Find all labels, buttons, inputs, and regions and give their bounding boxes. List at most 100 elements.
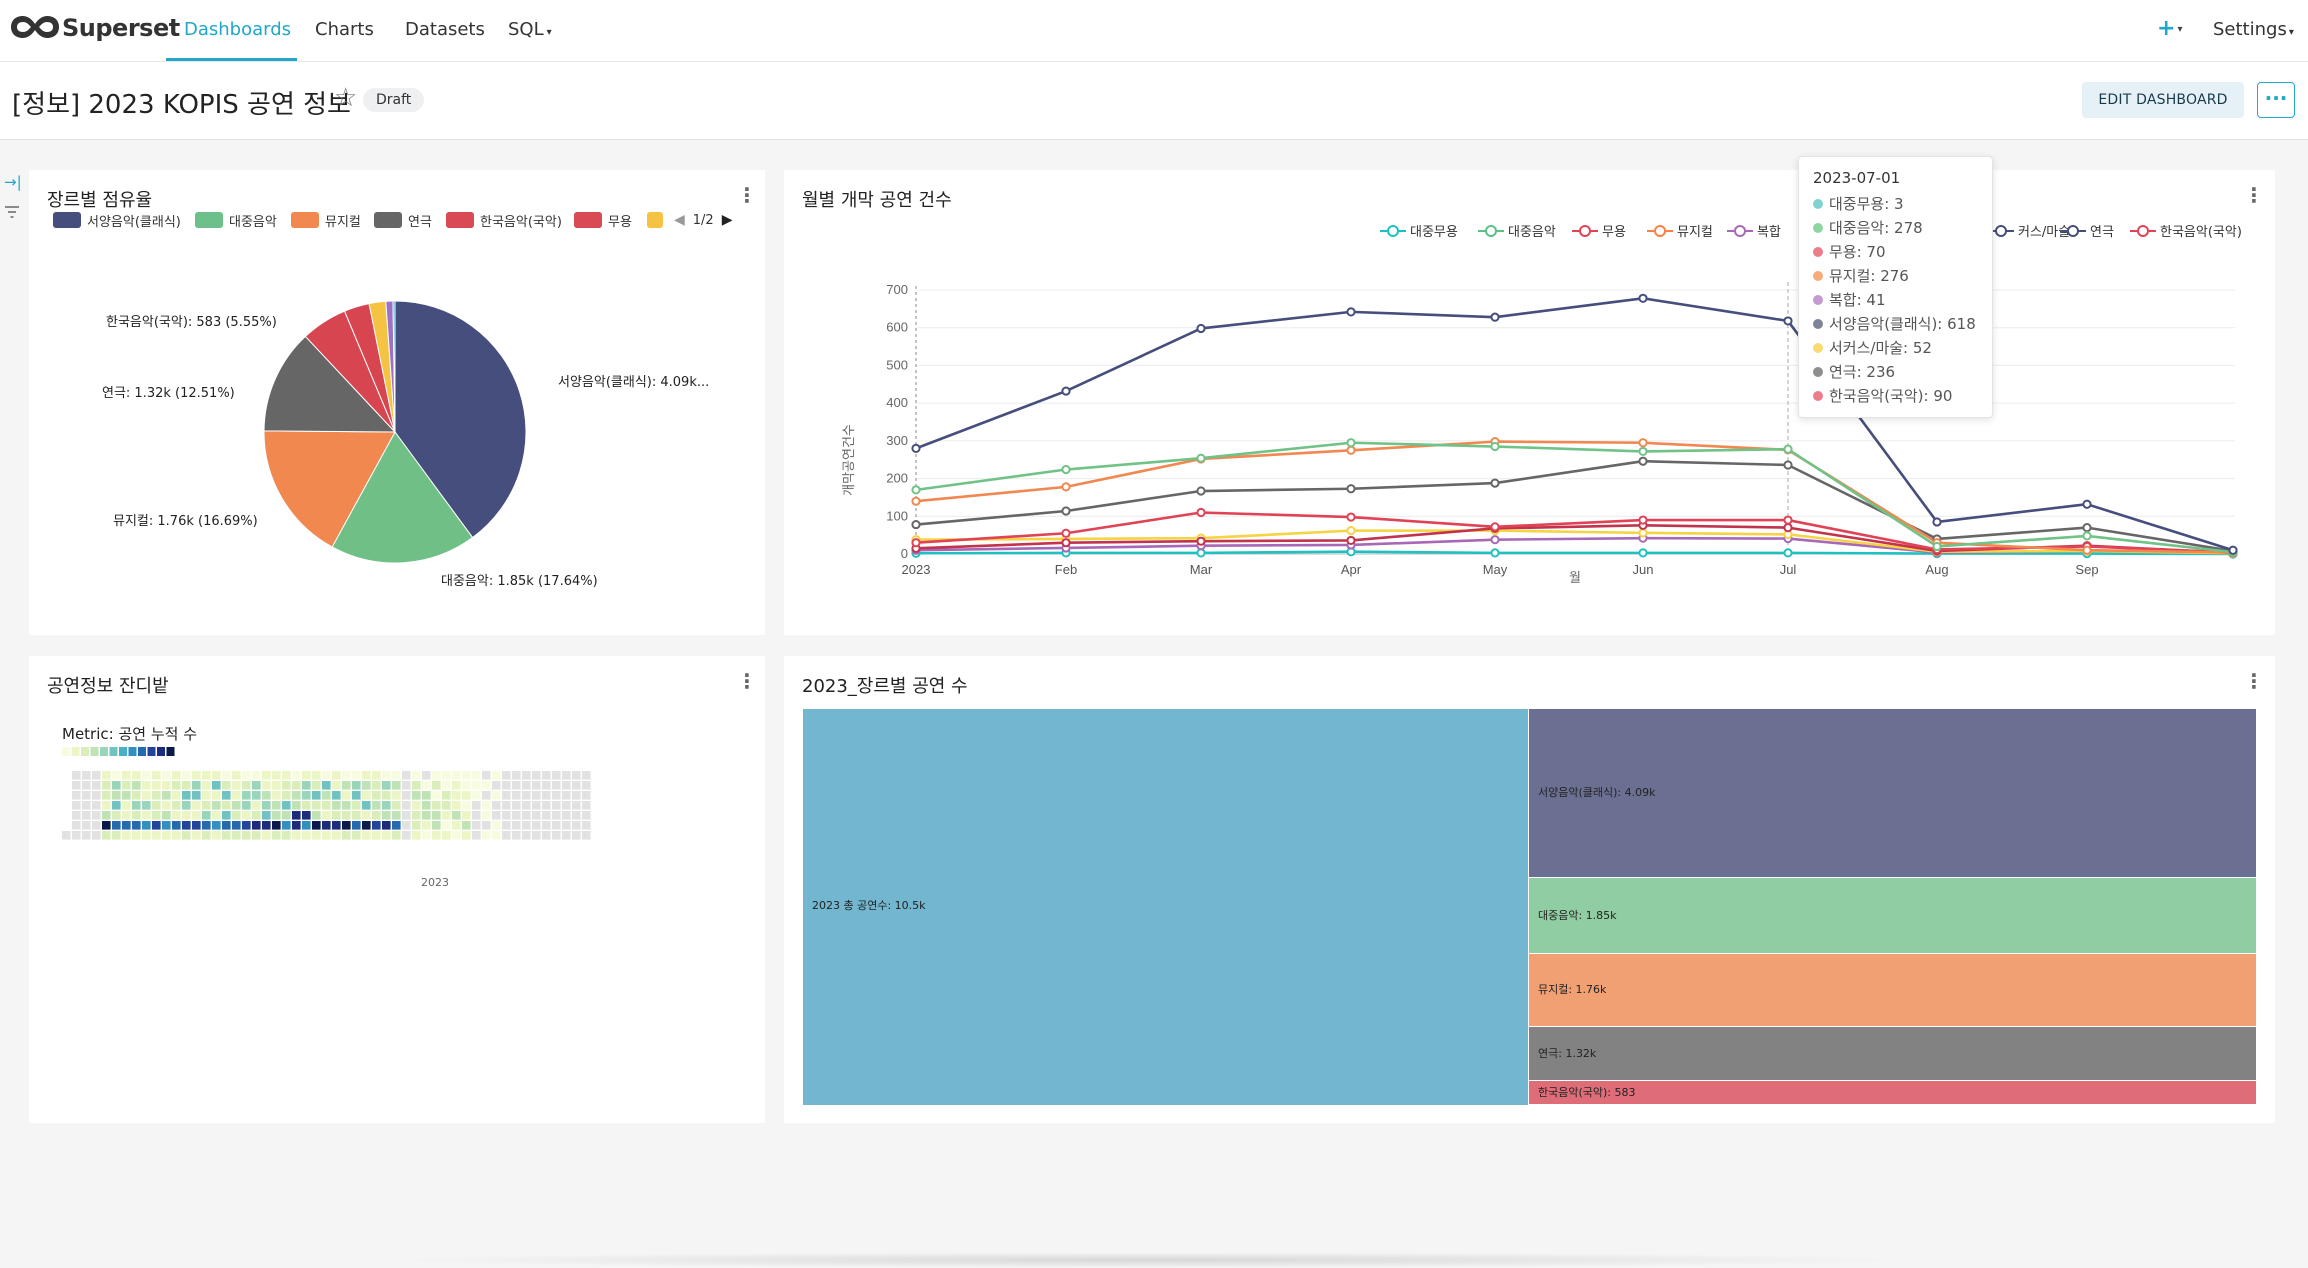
day-cell[interactable] bbox=[542, 781, 551, 790]
day-cell[interactable] bbox=[282, 771, 291, 780]
day-cell[interactable] bbox=[552, 811, 561, 820]
day-cell[interactable] bbox=[512, 811, 521, 820]
day-cell[interactable] bbox=[382, 781, 391, 790]
day-cell[interactable] bbox=[532, 771, 541, 780]
day-cell[interactable] bbox=[552, 831, 561, 840]
day-cell[interactable] bbox=[72, 811, 81, 820]
day-cell[interactable] bbox=[202, 821, 211, 830]
day-cell[interactable] bbox=[92, 811, 101, 820]
day-cell[interactable] bbox=[222, 781, 231, 790]
legend-item[interactable]: 한국음악(국악) bbox=[2130, 221, 2242, 240]
day-cell[interactable] bbox=[112, 771, 121, 780]
data-point[interactable] bbox=[1783, 444, 1793, 454]
day-cell[interactable] bbox=[92, 831, 101, 840]
data-point[interactable] bbox=[1346, 512, 1356, 522]
legend-item[interactable]: 뮤지컬 bbox=[1647, 221, 1713, 240]
data-point[interactable] bbox=[911, 519, 921, 530]
data-point[interactable] bbox=[1061, 528, 1071, 538]
day-cell[interactable] bbox=[212, 831, 221, 840]
day-cell[interactable] bbox=[442, 791, 451, 800]
day-cell[interactable] bbox=[322, 801, 331, 810]
day-cell[interactable] bbox=[162, 791, 171, 800]
day-cell[interactable] bbox=[352, 791, 361, 800]
day-cell[interactable] bbox=[152, 831, 161, 840]
day-cell[interactable] bbox=[142, 771, 151, 780]
day-cell[interactable] bbox=[282, 831, 291, 840]
data-point[interactable] bbox=[1490, 478, 1500, 488]
day-cell[interactable] bbox=[452, 801, 461, 810]
day-cell[interactable] bbox=[312, 831, 321, 840]
day-cell[interactable] bbox=[412, 781, 421, 790]
day-cell[interactable] bbox=[452, 811, 461, 820]
day-cell[interactable] bbox=[72, 821, 81, 830]
day-cell[interactable] bbox=[452, 791, 461, 800]
day-cell[interactable] bbox=[232, 831, 241, 840]
legend-item[interactable]: 뮤지컬 bbox=[291, 211, 361, 230]
day-cell[interactable] bbox=[532, 801, 541, 810]
day-cell[interactable] bbox=[172, 831, 181, 840]
day-cell[interactable] bbox=[482, 831, 491, 840]
data-point[interactable] bbox=[1346, 535, 1356, 546]
series-line[interactable] bbox=[915, 459, 2234, 553]
day-cell[interactable] bbox=[142, 831, 151, 840]
day-cell[interactable] bbox=[422, 791, 431, 800]
day-cell[interactable] bbox=[122, 831, 131, 840]
day-cell[interactable] bbox=[412, 791, 421, 800]
day-cell[interactable] bbox=[352, 811, 361, 820]
day-cell[interactable] bbox=[232, 811, 241, 820]
day-cell[interactable] bbox=[422, 821, 431, 830]
data-point[interactable] bbox=[1783, 548, 1793, 558]
day-cell[interactable] bbox=[212, 801, 221, 810]
day-cell[interactable] bbox=[412, 801, 421, 810]
day-cell[interactable] bbox=[352, 821, 361, 830]
day-cell[interactable] bbox=[302, 801, 311, 810]
series-line[interactable] bbox=[915, 511, 2234, 554]
day-cell[interactable] bbox=[512, 781, 521, 790]
day-cell[interactable] bbox=[352, 781, 361, 790]
data-point[interactable] bbox=[1490, 522, 1500, 532]
day-cell[interactable] bbox=[282, 791, 291, 800]
day-cell[interactable] bbox=[162, 811, 171, 820]
day-cell[interactable] bbox=[232, 771, 241, 780]
day-cell[interactable] bbox=[372, 811, 381, 820]
day-cell[interactable] bbox=[492, 811, 501, 820]
pie-slice[interactable] bbox=[331, 431, 474, 564]
day-cell[interactable] bbox=[362, 821, 371, 830]
day-cell[interactable] bbox=[112, 781, 121, 790]
day-cell[interactable] bbox=[162, 771, 171, 780]
day-cell[interactable] bbox=[382, 821, 391, 830]
day-cell[interactable] bbox=[92, 771, 101, 780]
day-cell[interactable] bbox=[202, 771, 211, 780]
data-point[interactable] bbox=[1932, 541, 1942, 552]
kebab-menu-icon[interactable]: ⋮ bbox=[737, 183, 757, 207]
data-point[interactable] bbox=[911, 443, 921, 453]
day-cell[interactable] bbox=[472, 781, 481, 790]
day-cell[interactable] bbox=[372, 791, 381, 800]
day-cell[interactable] bbox=[572, 771, 581, 780]
day-cell[interactable] bbox=[312, 771, 321, 780]
day-cell[interactable] bbox=[492, 791, 501, 800]
day-cell[interactable] bbox=[282, 811, 291, 820]
day-cell[interactable] bbox=[522, 791, 531, 800]
day-cell[interactable] bbox=[472, 811, 481, 820]
day-cell[interactable] bbox=[562, 821, 571, 830]
day-cell[interactable] bbox=[522, 831, 531, 840]
day-cell[interactable] bbox=[442, 781, 451, 790]
day-cell[interactable] bbox=[472, 801, 481, 810]
day-cell[interactable] bbox=[382, 791, 391, 800]
day-cell[interactable] bbox=[112, 831, 121, 840]
treemap-cell[interactable]: 대중음악: 1.85k bbox=[1529, 877, 2256, 953]
data-point[interactable] bbox=[911, 496, 921, 506]
day-cell[interactable] bbox=[252, 791, 261, 800]
day-cell[interactable] bbox=[132, 831, 141, 840]
data-point[interactable] bbox=[1490, 312, 1500, 322]
day-cell[interactable] bbox=[102, 771, 111, 780]
day-cell[interactable] bbox=[402, 771, 411, 780]
day-cell[interactable] bbox=[512, 801, 521, 810]
day-cell[interactable] bbox=[152, 781, 161, 790]
day-cell[interactable] bbox=[562, 801, 571, 810]
day-cell[interactable] bbox=[152, 771, 161, 780]
day-cell[interactable] bbox=[412, 831, 421, 840]
day-cell[interactable] bbox=[232, 801, 241, 810]
data-point[interactable] bbox=[2082, 499, 2092, 509]
